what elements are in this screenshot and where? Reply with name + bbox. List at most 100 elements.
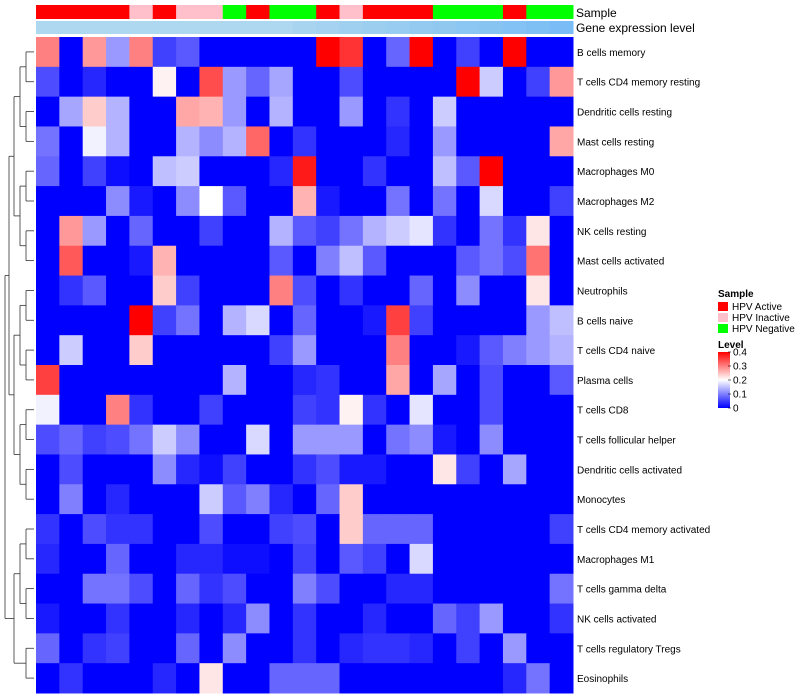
heatmap-cell [479, 126, 504, 157]
heatmap-cell [386, 215, 411, 247]
heatmap-cell [432, 37, 457, 68]
heatmap-cell [502, 633, 527, 664]
heatmap-cell [82, 215, 107, 247]
heatmap-cell [409, 633, 434, 664]
heatmap-cell [176, 275, 200, 306]
heatmap-cell [526, 394, 551, 426]
heatmap-cell [386, 66, 411, 98]
heatmap-cell [456, 126, 481, 157]
heatmap-cell [59, 394, 84, 426]
heatmap-cell [362, 126, 387, 157]
heatmap-cell [222, 335, 247, 366]
heatmap-cell [269, 275, 294, 306]
heatmap-cell [222, 37, 247, 68]
heatmap-cell [409, 186, 434, 217]
heatmap-cell [129, 156, 154, 187]
heatmap-cell [339, 514, 364, 545]
heatmap-cell [82, 186, 107, 217]
heatmap-cell [292, 484, 317, 515]
heatmap-cell [292, 245, 317, 277]
heatmap-cell [82, 454, 107, 485]
heatmap-cell [199, 245, 224, 277]
sample-annotation-cell [456, 5, 481, 19]
heatmap-cell [36, 365, 60, 396]
heatmap-cell [479, 245, 504, 277]
heatmap-cell [152, 305, 177, 336]
heatmap-cell [502, 663, 527, 694]
gene-annotation-cell [36, 21, 60, 34]
gene-annotation-cell [176, 21, 200, 34]
heatmap-cell [152, 603, 177, 634]
heatmap-cell [292, 365, 317, 396]
heatmap-cell [362, 573, 387, 605]
heatmap-cell [176, 156, 200, 187]
heatmap-cell [432, 424, 457, 455]
sample-annotation-cell [502, 5, 527, 19]
heatmap-cell [339, 543, 364, 575]
heatmap-cell [36, 37, 60, 68]
heatmap-cell [432, 126, 457, 157]
heatmap-cell [479, 305, 504, 336]
heatmap-cell [386, 245, 411, 277]
heatmap-cell [456, 37, 481, 68]
heatmap-cell [59, 96, 84, 127]
heatmap-cell [479, 66, 504, 98]
heatmap-cell [479, 543, 504, 575]
gene-annotation-cell [269, 21, 294, 34]
heatmap-cell [199, 394, 224, 426]
level-tick-label: 0.3 [733, 362, 747, 373]
heatmap-cell [316, 663, 341, 694]
gene-annotation-cell [82, 21, 107, 34]
heatmap-cell [82, 603, 107, 634]
heatmap-cell [59, 543, 84, 575]
heatmap-cell [36, 66, 60, 98]
heatmap-cell [362, 394, 387, 426]
row-label: T cells regulatory Tregs [577, 644, 681, 655]
heatmap-cell [479, 663, 504, 694]
heatmap-cell [386, 96, 411, 127]
heatmap-cell [502, 37, 527, 68]
heatmap-cell [432, 245, 457, 277]
heatmap-cell [316, 66, 341, 98]
heatmap-cell [59, 37, 84, 68]
heatmap-cell [269, 66, 294, 98]
heatmap-cell [409, 335, 434, 366]
heatmap-cell [549, 245, 574, 277]
heatmap-cell [82, 156, 107, 187]
heatmap-cell [456, 633, 481, 664]
sample-annotation-cell [292, 5, 317, 19]
level-tick-label: 0 [733, 404, 739, 415]
heatmap-cell [82, 96, 107, 127]
row-label: Dendritic cells activated [577, 465, 682, 476]
heatmap-cell [106, 186, 130, 217]
heatmap-cell [409, 663, 434, 694]
heatmap-cell [316, 215, 341, 247]
heatmap-cell [292, 603, 317, 634]
heatmap-cell [152, 365, 177, 396]
heatmap-cell [502, 245, 527, 277]
heatmap-cell [386, 275, 411, 306]
heatmap-cell [129, 663, 154, 694]
gene-annotation-cell [246, 21, 270, 34]
heatmap-cell [549, 633, 574, 664]
heatmap-cell [176, 37, 200, 68]
heatmap-cell [386, 37, 411, 68]
heatmap-cell [549, 663, 574, 694]
heatmap-cell [106, 514, 130, 545]
row-label: Eosinophils [577, 674, 628, 685]
heatmap-cell [222, 543, 247, 575]
heatmap-cell [129, 484, 154, 515]
heatmap-cell [316, 424, 341, 455]
heatmap-cell [199, 335, 224, 366]
heatmap-cell [526, 96, 551, 127]
heatmap-cell [36, 514, 60, 545]
heatmap-cell [199, 305, 224, 336]
heatmap-cell [479, 275, 504, 306]
heatmap-cell [199, 454, 224, 485]
heatmap-cell [222, 186, 247, 217]
heatmap-cell [59, 126, 84, 157]
heatmap-cell [106, 335, 130, 366]
heatmap-cell [106, 454, 130, 485]
heatmap-cell [362, 663, 387, 694]
